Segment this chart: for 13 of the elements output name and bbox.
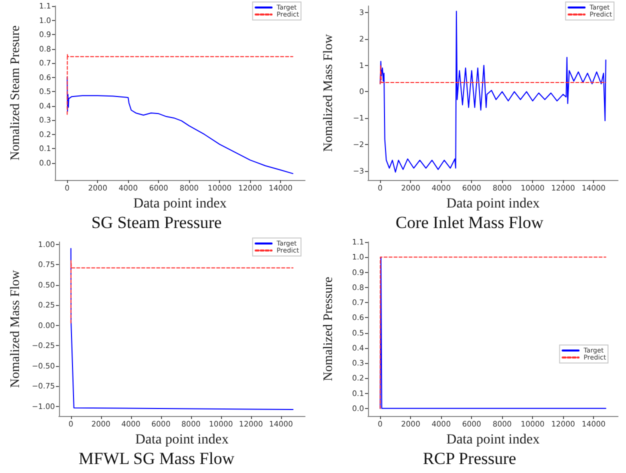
y-axis-title: Nomalized Mass Flow	[7, 270, 22, 388]
x-axis-title: Data point index	[133, 196, 227, 212]
y-axis-title: Nomalized Mass Flow	[320, 34, 335, 152]
y-axis-title: Nomalized Pressure	[320, 276, 335, 382]
x-axis-title: Data point index	[446, 432, 540, 448]
x-axis-title: Data point index	[135, 432, 229, 448]
text: RCP Pressure	[422, 449, 516, 468]
text: Core Inlet Mass Flow	[396, 213, 544, 232]
y-axis-title: Nomalized Steam Presure	[7, 25, 22, 161]
text: MFWL SG Mass Flow	[78, 449, 236, 468]
text: SG Steam Pressure	[91, 213, 222, 232]
line-series	[66, 76, 294, 174]
x-axis-title: Data point index	[446, 196, 540, 212]
